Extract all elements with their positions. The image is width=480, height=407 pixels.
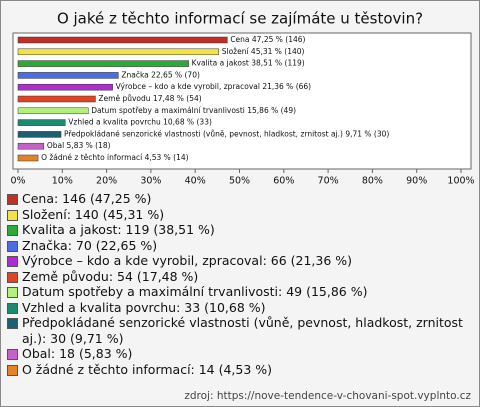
bar — [17, 48, 219, 56]
x-tick-label: 70% — [318, 176, 339, 187]
x-tick-label: 20% — [96, 176, 117, 187]
data-label: Výrobce – kdo a kde vyrobil, zpracoval 2… — [116, 82, 312, 91]
legend-item: Složení: 140 (45,31 %) — [7, 207, 473, 223]
data-label: Předpokládané senzorické vlastnosti (vůn… — [64, 129, 389, 138]
legend-label: Datum spotřeby a maximální trvanlivosti:… — [22, 284, 368, 299]
bar — [17, 131, 62, 138]
legend-item: Datum spotřeby a maximální trvanlivosti:… — [7, 284, 473, 300]
legend: Cena: 146 (47,25 %) Složení: 140 (45,31 %… — [7, 191, 473, 377]
legend-item: Kvalita a jakost: 119 (38,51 %) — [7, 222, 473, 238]
chart: O jaké z těchto informací se zajímáte u … — [10, 10, 474, 187]
data-label: Vzhled a kvalita povrchu 10,68 % (33) — [68, 118, 212, 127]
legend-label: Složení: 140 (45,31 %) — [22, 206, 165, 222]
legend-swatch — [7, 349, 18, 360]
bar — [17, 107, 89, 115]
legend-label: Vzhled a kvalita povrchu: 33 (10,68 %) — [22, 299, 266, 315]
legend-item: O žádné z těchto informací: 14 (4,53 %) — [7, 362, 473, 378]
legend-item: Země původu: 54 (17,48 %) — [7, 269, 473, 285]
legend-swatch — [7, 225, 18, 236]
x-tick-label: 10% — [52, 176, 73, 187]
legend-swatch — [7, 271, 18, 283]
legend-swatch — [7, 209, 18, 221]
legend-swatch — [7, 240, 18, 252]
data-label: O žádné z těchto informací 4,53 % (14) — [41, 153, 189, 162]
data-label: Složení 45,31 % (140) — [222, 47, 305, 56]
bar — [17, 83, 113, 91]
x-tick-label: 60% — [273, 176, 294, 187]
bar — [17, 60, 189, 67]
source: zdroj: https://nove-tendence-v-chovani-s… — [184, 390, 471, 402]
x-tick-label: 50% — [229, 176, 250, 187]
bar — [17, 154, 39, 162]
x-tick-label: 0% — [10, 176, 25, 187]
legend-swatch — [7, 302, 18, 314]
legend-item: Vzhled a kvalita povrchu: 33 (10,68 %) — [7, 300, 473, 316]
legend-swatch — [7, 287, 18, 298]
legend-item: Výrobce – kdo a kde vyrobil, zpracoval: … — [7, 253, 473, 269]
legend-swatch — [7, 318, 18, 329]
data-label: Obal 5,83 % (18) — [47, 141, 111, 150]
x-tick-label: 80% — [362, 176, 383, 187]
legend-item: Cena: 146 (47,25 %) — [7, 191, 473, 207]
legend-label: Obal: 18 (5,83 %) — [22, 346, 133, 361]
bar — [17, 142, 45, 150]
bar — [17, 36, 228, 44]
legend-label: Předpokládané senzorické vlastnosti (vůn… — [22, 315, 463, 346]
data-label: Značka 22,65 % (70) — [121, 70, 200, 79]
legend-label: O žádné z těchto informací: 14 (4,53 %) — [22, 361, 273, 377]
bar — [17, 72, 119, 79]
data-label: Datum spotřeby a maximální trvanlivosti … — [91, 106, 296, 115]
legend-item: Předpokládané senzorické vlastnosti (vůn… — [7, 315, 473, 346]
x-tick-label: 90% — [406, 176, 427, 187]
x-tick-label: 30% — [140, 176, 161, 187]
legend-label: Značka: 70 (22,65 %) — [22, 237, 158, 253]
chart-title: O jaké z těchto informací se zajímáte u … — [57, 10, 423, 28]
legend-swatch — [7, 364, 18, 376]
legend-item: Značka: 70 (22,65 %) — [7, 238, 473, 254]
legend-label: Země původu: 54 (17,48 %) — [22, 268, 199, 284]
data-label: Země původu 17,48 % (54) — [98, 94, 201, 103]
bar — [17, 95, 96, 103]
data-label: Cena 47,25 % (146) — [230, 35, 305, 44]
legend-label: Výrobce – kdo a kde vyrobil, zpracoval: … — [22, 253, 353, 268]
legend-swatch — [7, 194, 18, 205]
legend-item: Obal: 18 (5,83 %) — [7, 346, 473, 362]
x-tick-label: 40% — [185, 176, 206, 187]
data-label: Kvalita a jakost 38,51 % (119) — [192, 59, 305, 68]
legend-swatch — [7, 256, 18, 267]
legend-label: Kvalita a jakost: 119 (38,51 %) — [22, 222, 215, 237]
bar — [17, 119, 66, 126]
x-tick-label: 100% — [447, 176, 474, 187]
legend-label: Cena: 146 (47,25 %) — [22, 191, 152, 206]
